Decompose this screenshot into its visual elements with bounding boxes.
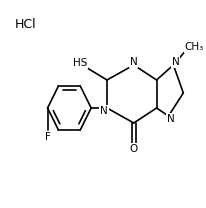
Text: HCl: HCl (15, 18, 36, 31)
Text: F: F (45, 132, 50, 142)
Text: N: N (130, 57, 138, 67)
Text: N: N (167, 114, 174, 124)
Text: CH₃: CH₃ (185, 42, 204, 52)
Text: N: N (100, 106, 108, 116)
Text: N: N (172, 57, 179, 67)
Text: O: O (130, 144, 138, 154)
Text: HS: HS (73, 58, 88, 68)
